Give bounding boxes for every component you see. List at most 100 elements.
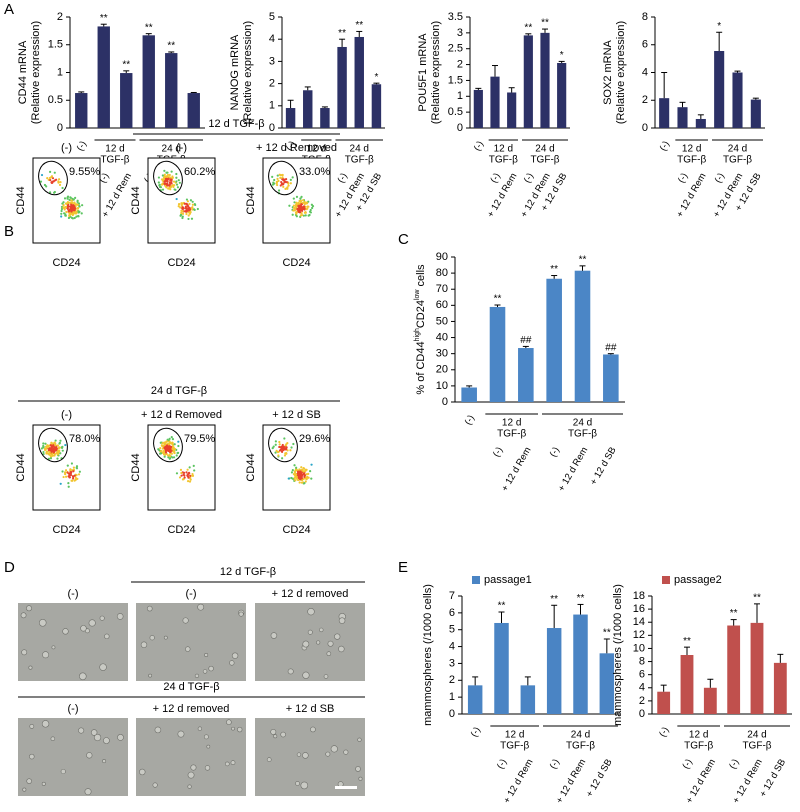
cell [154, 726, 162, 734]
dot [49, 457, 53, 460]
group-label: TGF-β [684, 741, 713, 752]
group-label: TGF-β [530, 155, 559, 166]
dot [69, 468, 72, 472]
group-label: TGF-β [568, 429, 597, 440]
dot [310, 463, 313, 466]
dot [72, 470, 75, 473]
y-axis-label: CD44 mRNA [17, 40, 29, 104]
cell [42, 651, 50, 659]
dot [58, 442, 61, 445]
y-tick-label: 8 [642, 11, 648, 23]
group-label: 12 d [105, 144, 124, 155]
cell [29, 724, 35, 729]
dot [49, 454, 52, 457]
dot [178, 203, 181, 206]
y-tick-label: 1 [457, 90, 463, 102]
dot [302, 214, 305, 217]
dot [172, 185, 175, 189]
bar [520, 685, 536, 714]
micrograph [18, 603, 128, 681]
bar [546, 278, 562, 402]
x-tick-label: + 12 d Rem [499, 445, 533, 493]
dot [274, 451, 277, 454]
dot [283, 180, 286, 183]
dot [157, 448, 160, 451]
y-tick-label: 1 [449, 691, 455, 703]
dot [60, 205, 64, 209]
dot [162, 449, 166, 453]
bar [750, 99, 761, 128]
gate [153, 160, 183, 196]
dot [64, 214, 67, 217]
bar [573, 614, 588, 714]
dot [185, 207, 188, 210]
dot [274, 443, 277, 446]
significance-label: ** [494, 294, 502, 305]
dot [165, 171, 168, 174]
cell [226, 719, 232, 725]
dot [291, 469, 294, 472]
group-label: 24 d [535, 144, 554, 155]
dot [64, 471, 67, 474]
dot [51, 180, 54, 183]
x-axis-label: CD24 [282, 524, 310, 536]
dot [307, 205, 310, 208]
dot [278, 449, 282, 452]
dot [300, 195, 303, 198]
cell [28, 665, 33, 670]
dot [293, 201, 296, 204]
cell [334, 633, 341, 640]
dot [279, 446, 282, 449]
dot [70, 205, 73, 208]
y-tick-label: 4 [639, 682, 645, 694]
dot [300, 211, 303, 215]
dot [48, 450, 51, 454]
cell [60, 768, 66, 775]
dot [62, 475, 65, 479]
plot-label: + 12 d Removed [256, 142, 337, 154]
gate-percent: 79.5% [184, 433, 215, 445]
cell [327, 640, 334, 647]
significance-label: * [374, 72, 378, 83]
dot [168, 457, 172, 460]
cell [197, 603, 205, 611]
error-bar [190, 91, 197, 94]
x-tick-label: (-) [75, 139, 89, 153]
dot [289, 182, 292, 185]
dot [168, 173, 171, 177]
dot [190, 217, 194, 220]
bar [187, 93, 200, 128]
dot [193, 208, 196, 212]
cell [343, 749, 349, 755]
dot [164, 179, 167, 183]
cell [230, 760, 236, 766]
dot [307, 200, 310, 203]
dot [283, 437, 286, 440]
group-label: 24 d [162, 144, 181, 155]
x-tick-label: (-) [336, 171, 350, 185]
dot [60, 212, 63, 215]
bar [732, 72, 743, 128]
dot-cloud [271, 173, 315, 218]
cell [41, 781, 46, 786]
dot [301, 199, 305, 202]
dot [69, 196, 72, 199]
dot [56, 457, 59, 460]
y-axis-label: CD44 [15, 453, 27, 481]
cell [102, 759, 107, 764]
dot [59, 181, 62, 184]
dot [301, 208, 304, 211]
cell [177, 730, 185, 738]
dot [64, 443, 67, 447]
bar [659, 98, 670, 128]
significance-label: ** [603, 628, 611, 639]
dot [77, 211, 80, 214]
dot [278, 443, 281, 446]
cell [280, 731, 286, 738]
y-axis-label: CD44 [130, 453, 142, 481]
error-bar [716, 31, 723, 51]
plot-frame [32, 424, 101, 511]
y-tick-label: 0 [449, 708, 455, 720]
y-tick-label: 0 [457, 122, 463, 134]
micrograph [136, 603, 246, 681]
